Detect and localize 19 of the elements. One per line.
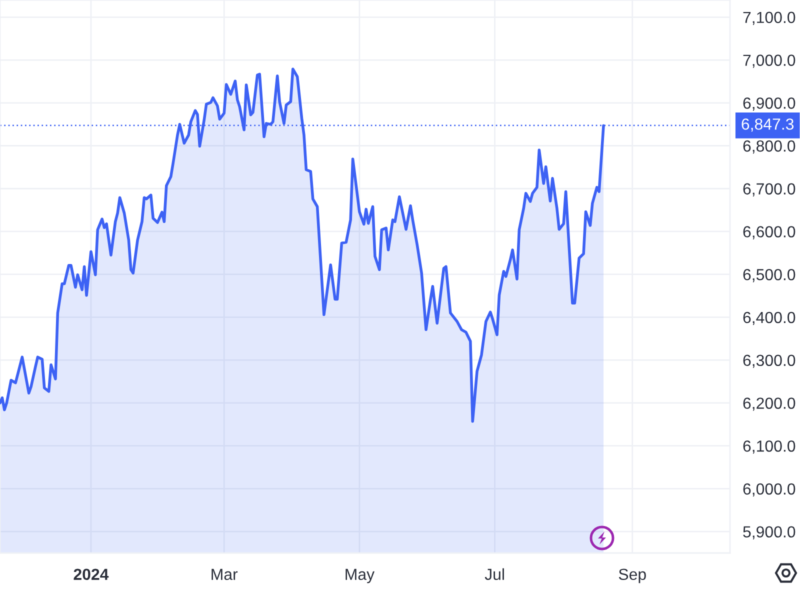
y-tick-label: 6,800.0: [743, 140, 796, 154]
x-tick-label: Sep: [618, 568, 646, 584]
x-tick-label: Jul: [484, 568, 504, 580]
y-tick-label: 6,600.0: [743, 226, 796, 240]
y-tick-label: 7,000.0: [743, 54, 796, 68]
x-tick-label: Mar: [212, 568, 238, 580]
y-tick-label: 5,900.0: [743, 526, 796, 540]
x-tick-label: 2024: [74, 568, 109, 580]
y-tick-label: 6,300.0: [743, 354, 796, 368]
y-tick-label: 6,000.0: [743, 483, 796, 497]
y-tick-label: 6,700.0: [743, 183, 796, 196]
y-tick-label: 7,100.0: [743, 12, 796, 25]
x-tick-label: May: [346, 568, 375, 584]
y-tick-label: 6,400.0: [743, 312, 796, 326]
y-tick-label: 6,500.0: [743, 268, 796, 282]
ref-line-label: 6,847.3: [742, 118, 794, 132]
y-tick-label: 6,100.0: [743, 440, 796, 454]
y-tick-label: 6,900.0: [743, 98, 796, 111]
y-tick-label: 6,200.0: [743, 398, 796, 411]
